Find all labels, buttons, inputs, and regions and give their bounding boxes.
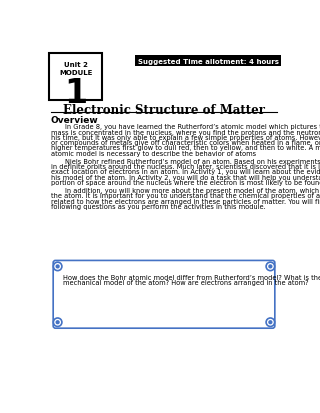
Text: In addition, you will know more about the present model of the atom, which is ca: In addition, you will know more about th… xyxy=(65,188,320,194)
Text: related to how the electrons are arranged in these particles of matter. You will: related to how the electrons are arrange… xyxy=(51,198,320,204)
Text: the atom. It is important for you to understand that the chemical properties of : the atom. It is important for you to und… xyxy=(51,193,320,199)
Text: his time, but it was only able to explain a few simple properties of atoms. Howe: his time, but it was only able to explai… xyxy=(51,135,320,140)
FancyBboxPatch shape xyxy=(53,261,275,328)
Circle shape xyxy=(268,320,273,325)
Text: Suggested Time allotment: 4 hours: Suggested Time allotment: 4 hours xyxy=(138,59,279,65)
Text: atomic model is necessary to describe the behavior of atoms: atomic model is necessary to describe th… xyxy=(51,150,256,156)
Text: MODULE: MODULE xyxy=(59,70,92,76)
Circle shape xyxy=(53,263,62,271)
Circle shape xyxy=(268,265,273,269)
Text: Overview: Overview xyxy=(51,116,99,125)
Text: portion of space around the nucleus where the electron is most likely to be foun: portion of space around the nucleus wher… xyxy=(51,179,320,185)
Text: Unit 2: Unit 2 xyxy=(64,62,88,68)
Circle shape xyxy=(266,318,275,327)
Text: Niels Bohr refined Rutherford’s model of an atom. Based on his experiments, Bohr: Niels Bohr refined Rutherford’s model of… xyxy=(65,159,320,164)
Text: exact location of electrons in an atom. In Activity 1, you will learn about the : exact location of electrons in an atom. … xyxy=(51,169,320,175)
Text: following questions as you perform the activities in this module.: following questions as you perform the a… xyxy=(51,203,266,209)
Text: Electronic Structure of Matter: Electronic Structure of Matter xyxy=(63,103,265,116)
Circle shape xyxy=(55,320,60,325)
Text: higher temperatures first glow to dull red, then to yellow, and then to white. A: higher temperatures first glow to dull r… xyxy=(51,145,320,151)
Text: his model of the atom. In Activity 2, you will do a task that will help you unde: his model of the atom. In Activity 2, yo… xyxy=(51,174,320,180)
Text: In Grade 8, you have learned the Rutherford’s atomic model which pictures the at: In Grade 8, you have learned the Rutherf… xyxy=(65,124,320,130)
Circle shape xyxy=(55,265,60,269)
Circle shape xyxy=(53,318,62,327)
Text: or compounds of metals give off characteristic colors when heated in a flame, or: or compounds of metals give off characte… xyxy=(51,140,320,146)
Text: in definite orbits around the nucleus. Much later, scientists discovered that it: in definite orbits around the nucleus. M… xyxy=(51,164,320,170)
Text: How does the Bohr atomic model differ from Rutherford’s model? What is the basis: How does the Bohr atomic model differ fr… xyxy=(63,274,320,280)
Text: 1: 1 xyxy=(64,77,87,110)
Text: mass is concentrated in the nucleus, where you find the protons and the neutrons: mass is concentrated in the nucleus, whe… xyxy=(51,129,320,135)
Circle shape xyxy=(266,263,275,271)
FancyBboxPatch shape xyxy=(49,53,102,101)
Text: mechanical model of the atom? How are electrons arranged in the atom?: mechanical model of the atom? How are el… xyxy=(63,280,309,285)
